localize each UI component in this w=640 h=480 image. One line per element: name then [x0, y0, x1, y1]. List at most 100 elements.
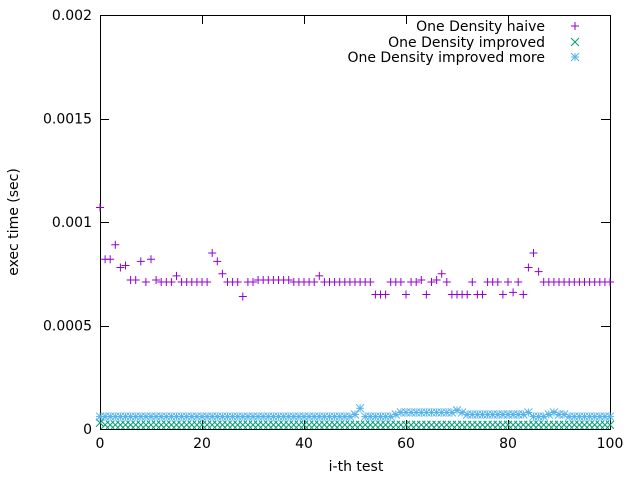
data-point [238, 292, 247, 301]
data-point [396, 408, 406, 417]
data-point [310, 278, 319, 287]
data-point [136, 257, 145, 266]
data-point [279, 412, 288, 421]
x-tick-label: 80 [499, 436, 517, 452]
data-point [473, 410, 482, 419]
data-point [161, 412, 171, 421]
data-point [509, 288, 518, 297]
data-point [478, 290, 487, 299]
data-point [503, 410, 513, 419]
data-point [355, 403, 365, 413]
series-star-points [95, 403, 615, 421]
data-point [345, 412, 355, 421]
data-point [294, 412, 304, 421]
data-point [381, 290, 390, 299]
data-point [172, 271, 181, 280]
data-point [549, 408, 559, 417]
data-point [518, 410, 528, 419]
data-point [524, 408, 533, 417]
data-point [213, 257, 222, 266]
data-point [412, 278, 421, 287]
legend-marker [570, 52, 580, 62]
data-point [386, 412, 396, 421]
data-point [580, 412, 589, 421]
series-cross-points [95, 418, 615, 430]
data-point [289, 412, 299, 421]
data-point [559, 410, 569, 419]
y-tick-label: 0 [83, 422, 92, 438]
data-point [167, 278, 176, 287]
x-axis-label: i-th test [329, 459, 384, 475]
data-point [416, 408, 426, 417]
data-point [131, 275, 140, 284]
data-point [330, 412, 339, 421]
data-point [147, 255, 155, 264]
data-point [167, 412, 176, 421]
data-point [467, 410, 477, 419]
data-point [320, 412, 329, 421]
data-point [100, 412, 110, 421]
data-point [172, 412, 181, 421]
data-point [177, 412, 186, 421]
data-point [422, 290, 431, 299]
data-point [202, 412, 212, 421]
data-point [309, 412, 319, 421]
plot-frame [100, 15, 611, 430]
data-point [340, 412, 350, 421]
data-point [208, 249, 217, 258]
x-tick-label: 100 [597, 436, 624, 452]
data-point [233, 412, 243, 421]
data-point [575, 412, 584, 421]
data-point [422, 408, 431, 417]
data-point [442, 278, 451, 287]
data-point [126, 412, 135, 421]
data-point [203, 278, 212, 287]
data-point [304, 412, 314, 421]
data-point [427, 278, 436, 287]
data-point [238, 412, 248, 421]
data-point [116, 412, 125, 421]
data-point [595, 412, 605, 421]
data-point [315, 271, 324, 280]
data-point [427, 408, 436, 417]
legend-label: One Density improved [388, 35, 545, 51]
legend-label: One Density improved more [347, 50, 545, 66]
data-point [411, 408, 421, 417]
data-point [513, 410, 523, 419]
data-point [605, 412, 615, 421]
data-point [248, 412, 258, 421]
data-point [212, 412, 222, 421]
data-point [417, 275, 426, 284]
data-point [376, 412, 385, 421]
data-point [187, 412, 197, 421]
data-point [141, 412, 151, 421]
axis-ticks [100, 15, 611, 430]
data-point [590, 412, 600, 421]
data-point [452, 406, 462, 415]
data-point [197, 412, 207, 421]
data-point [207, 412, 217, 421]
data-point [539, 412, 549, 421]
data-point [95, 412, 105, 421]
data-point [146, 412, 156, 421]
legend-marker [570, 37, 580, 47]
data-points [95, 203, 615, 430]
data-point [488, 410, 498, 419]
data-point [463, 290, 472, 299]
data-point [529, 249, 538, 258]
data-point [228, 412, 237, 421]
data-point [534, 267, 543, 276]
data-point [116, 263, 125, 272]
data-point [447, 408, 457, 417]
data-point [131, 412, 141, 421]
data-point [529, 412, 538, 421]
data-point [402, 290, 410, 299]
x-tick-label: 60 [397, 436, 415, 452]
data-point [152, 275, 161, 284]
data-point [136, 412, 146, 421]
data-point [274, 412, 283, 421]
data-point [360, 412, 370, 421]
data-point [498, 410, 508, 419]
data-point [381, 412, 390, 421]
